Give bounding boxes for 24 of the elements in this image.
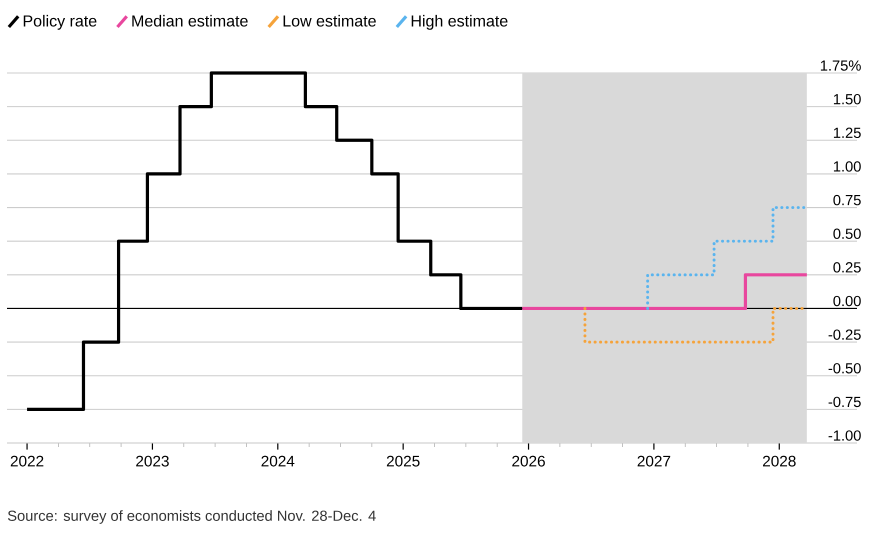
y-tick-label: 0.75: [833, 194, 861, 206]
legend-label: Policy rate: [24, 14, 96, 30]
y-tick-label: 0.50: [833, 228, 861, 239]
y-tick-label: 1.25: [834, 128, 861, 138]
x-tick-label: 2022: [10, 456, 44, 467]
x-tick-label: 2024: [262, 456, 294, 467]
y-tick-label: -0.75: [828, 396, 861, 408]
legend-label: Low estimate: [284, 14, 376, 27]
x-tick-label: 2028: [762, 456, 796, 467]
y-tick-label: 0.25: [833, 262, 861, 273]
x-tick-label: 2025: [386, 456, 420, 467]
y-tick-label: 1.75%: [820, 60, 861, 71]
y-tick-label: -0.50: [828, 363, 861, 374]
y-tick-label: 0.00: [833, 296, 861, 306]
x-tick-label: 2026: [512, 456, 545, 467]
y-tick-label: -1.00: [828, 430, 861, 441]
x-tick-label: 2027: [638, 456, 670, 467]
y-tick-label: 1.50: [834, 94, 861, 104]
legend-label: Median estimate: [132, 14, 248, 27]
y-tick-label: 1.00: [834, 161, 861, 172]
legend-label: High estimate: [412, 14, 508, 30]
y-tick-label: -0.25: [828, 329, 861, 340]
x-tick-label: 2023: [136, 456, 169, 467]
source-note: Source: survey of economists conducted Nov. 28-Dec. 4: [8, 510, 376, 524]
